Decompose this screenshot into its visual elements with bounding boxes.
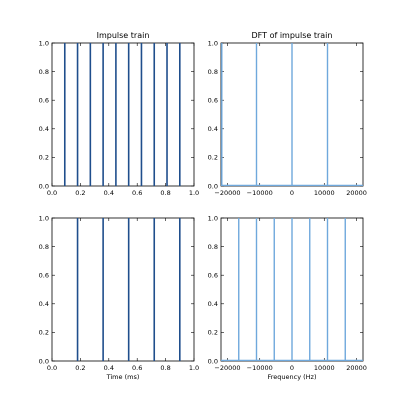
- y-tick-label: 0.2: [39, 329, 49, 337]
- y-tick-label: 0.6: [39, 97, 49, 105]
- x-tick-label: 0.2: [75, 364, 85, 372]
- y-tick-label: 0.6: [208, 97, 218, 105]
- y-tick-label: 0.8: [39, 68, 49, 76]
- y-tick-label: 0.8: [208, 243, 218, 251]
- x-tick-label: 20000: [346, 364, 367, 372]
- x-tick-label: 0.8: [160, 364, 170, 372]
- y-tick-label: 0.4: [39, 125, 49, 133]
- x-tick-label: 0: [290, 189, 294, 197]
- chart-title: DFT of impulse train: [252, 31, 333, 40]
- x-tick-label: 10000: [314, 364, 335, 372]
- x-tick-label: 0.4: [104, 189, 114, 197]
- x-tick-label: 0.4: [104, 364, 114, 372]
- y-tick-label: 0.6: [39, 272, 49, 280]
- x-tick-label: 0.6: [132, 189, 142, 197]
- y-tick-label: 0.0: [208, 182, 218, 190]
- y-tick-label: 1.0: [39, 39, 49, 47]
- y-tick-label: 0.4: [39, 300, 49, 308]
- x-tick-label: 1.0: [189, 364, 199, 372]
- y-tick-label: 0.8: [208, 68, 218, 76]
- y-tick-label: 1.0: [208, 214, 218, 222]
- x-tick-label: −10000: [247, 364, 273, 372]
- y-tick-label: 0.6: [208, 272, 218, 280]
- x-tick-label: −20000: [214, 364, 240, 372]
- x-tick-label: 20000: [346, 189, 367, 197]
- x-tick-label: 0.2: [75, 189, 85, 197]
- plot-frame: [51, 42, 195, 187]
- chart-title: Impulse train: [97, 31, 150, 40]
- x-tick-label: 0: [290, 364, 294, 372]
- chart-panel-4: 0.0 0.2 0.4 0.6 0.8 1.0 −20000 −10000 0 10000 2000…: [208, 214, 367, 381]
- x-tick-label: −10000: [247, 189, 273, 197]
- y-tick-label: 0.2: [208, 154, 218, 162]
- y-tick-label: 1.0: [39, 214, 49, 222]
- y-tick-label: 0.2: [39, 154, 49, 162]
- chart-panel-3: 0.0 0.2 0.4 0.6 0.8 1.0 0.0 0.2 0.4 0.6 0.8 1.0 Time…: [39, 214, 200, 381]
- chart-panel-2: 0.0 0.2 0.4 0.6 0.8 1.0 −20000 −10000 0 10000 2000…: [208, 31, 367, 197]
- x-axis-label: Frequency (Hz): [267, 373, 316, 381]
- x-tick-label: 0.0: [47, 364, 57, 372]
- x-tick-label: −20000: [214, 189, 240, 197]
- y-tick-label: 0.0: [39, 182, 49, 190]
- chart-panel-1: 0.0 0.2 0.4 0.6 0.8 1.0 0.0 0.2 0.4 0.6 0.8 1.0 Impu…: [39, 31, 200, 197]
- x-axis-label: Time (ms): [106, 373, 140, 381]
- x-tick-label: 1.0: [189, 189, 199, 197]
- x-tick-label: 10000: [314, 189, 335, 197]
- y-tick-label: 1.0: [208, 39, 218, 47]
- y-tick-label: 0.0: [39, 357, 49, 365]
- y-tick-label: 0.4: [208, 300, 218, 308]
- y-tick-label: 0.2: [208, 329, 218, 337]
- y-tick-label: 0.0: [208, 357, 218, 365]
- x-tick-label: 0.6: [132, 364, 142, 372]
- y-tick-label: 0.8: [39, 243, 49, 251]
- x-tick-label: 0.0: [47, 189, 57, 197]
- plot-frame: [51, 217, 195, 362]
- x-tick-label: 0.8: [160, 189, 170, 197]
- y-tick-label: 0.4: [208, 125, 218, 133]
